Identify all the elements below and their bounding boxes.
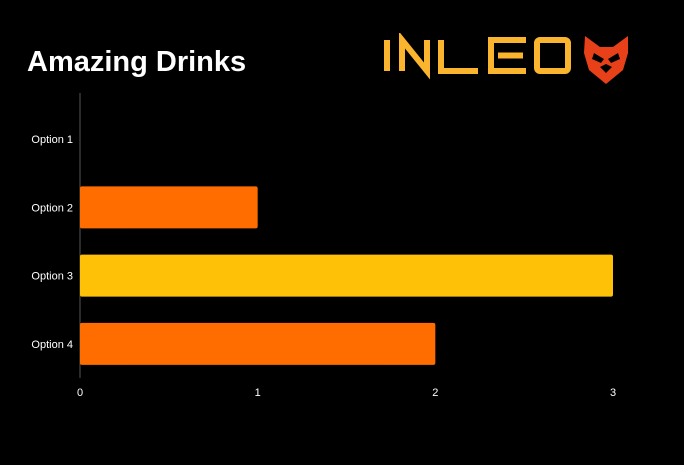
bar-option-3	[80, 254, 613, 297]
x-tick-label: 0	[77, 387, 83, 399]
inleo-wordmark	[384, 33, 571, 80]
x-tick-label: 2	[432, 387, 438, 399]
chart-title: Amazing Drinks	[27, 46, 247, 78]
lion-head-icon	[584, 36, 628, 84]
bar-option-2	[80, 186, 258, 229]
category-label: Option 2	[31, 202, 73, 214]
category-label: Option 3	[31, 271, 73, 283]
inleo-logo	[384, 33, 628, 84]
x-tick-label: 1	[255, 387, 261, 399]
x-tick-label: 3	[610, 387, 616, 399]
bar-option-4	[80, 322, 436, 365]
category-label: Option 4	[31, 339, 73, 351]
category-label: Option 1	[31, 134, 73, 146]
